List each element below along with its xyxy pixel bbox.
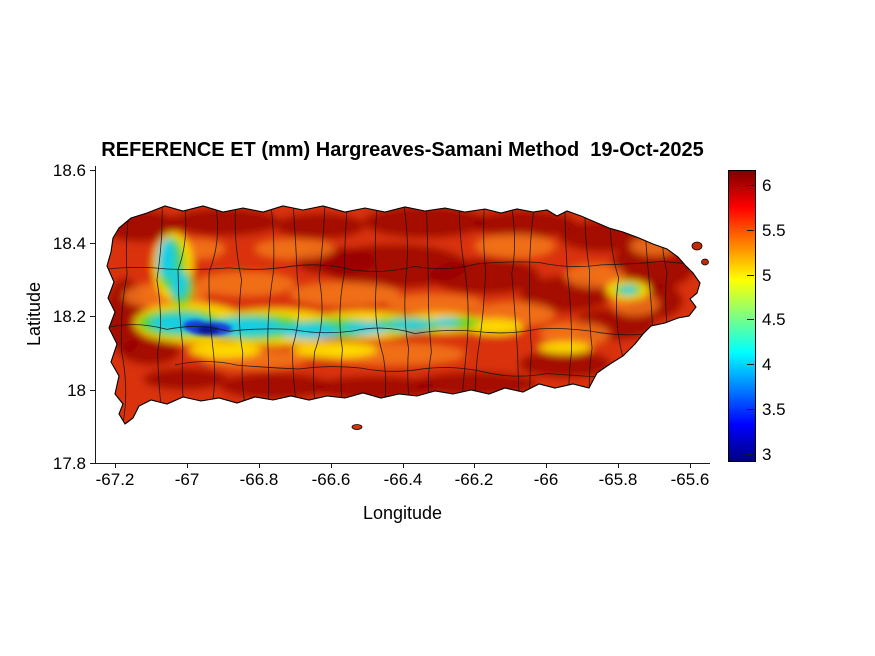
heat-cool-layer [183,320,232,336]
x-tick-label: -66.4 [383,470,423,489]
heat-blob [363,206,487,238]
heat-blob [431,318,459,326]
y-tick-label: 18.4 [52,234,86,253]
heat-blob [189,342,261,358]
x-tick-label: -65.8 [598,470,638,489]
offshore-islet [351,424,363,430]
boundary-line [475,206,487,418]
offshore-islet [691,241,703,251]
x-tick-label: -66.2 [454,470,494,489]
colorbar-tick-mark [747,364,754,365]
heat-blob [313,376,437,400]
heat-blob [143,368,227,390]
x-tick-mark [690,463,691,468]
boundary-line [174,361,672,378]
y-tick-label: 18.6 [52,161,86,180]
heat-blob [195,272,295,296]
map-canvas [106,205,709,430]
boundary-line [120,206,132,424]
heat-blob [255,239,335,259]
colorbar-tick-mark [747,230,754,231]
y-tick-mark [90,170,95,171]
colorbar-tick-label: 5 [762,266,772,285]
heat-blob [565,264,625,288]
colorbar-tick-label: 3 [762,445,772,464]
colorbar-tick-mark [747,185,754,186]
y-tick-label: 18.2 [52,307,86,326]
boundary-line [374,206,387,424]
heat-blob [539,342,591,354]
x-tick-mark [331,463,332,468]
heat-blob [220,373,330,399]
x-tick-mark [403,463,404,468]
colorbar-tick-label: 3.5 [762,400,786,419]
x-tick-mark [618,463,619,468]
plot-title: REFERENCE ET (mm) Hargreaves-Samani Meth… [101,139,704,161]
heat-blob [473,210,577,238]
heat-layer [107,206,700,424]
colorbar [728,170,756,462]
x-axis-line [95,463,710,464]
colorbar-tick-label: 5.5 [762,221,786,240]
boundary-line [107,260,700,272]
colorbar-tick-label: 4.5 [762,310,786,329]
x-tick-label: -67.2 [95,470,135,489]
offshore-islet [701,258,709,266]
colorbar-tick-mark [747,319,754,320]
boundary-line [156,206,165,424]
y-axis-line [95,166,96,463]
heat-blob [519,350,611,378]
x-tick-label: -66 [533,470,559,489]
x-tick-mark [546,463,547,468]
colorbar-tick-mark [747,409,754,410]
heat-blob [290,282,400,306]
y-tick-label: 17.8 [52,454,86,473]
boundary-line [177,206,187,424]
boundary-line [208,206,218,422]
boundary-line [402,206,413,424]
colorbar-tick-label: 6 [762,176,772,195]
boundary-line [291,206,300,423]
heat-blob [540,322,610,346]
x-tick-label: -66.8 [239,470,279,489]
boundary-line [313,206,326,424]
boundary-line [234,206,250,424]
heat-blob [120,337,180,365]
heat-blob [275,213,365,239]
boundary-line [339,206,348,424]
y-tick-label: 18 [67,381,86,400]
colorbar-tick-mark [747,275,754,276]
x-tick-mark [474,463,475,468]
y-tick-mark [90,390,95,391]
heat-blob [475,234,555,258]
y-tick-mark [90,316,95,317]
colorbar-tick-mark [747,454,754,455]
heat-blob [388,320,432,330]
y-tick-mark [90,463,95,464]
y-tick-mark [90,243,95,244]
x-tick-label: -66.6 [311,470,351,489]
heat-blob [171,270,187,298]
x-tick-mark [187,463,188,468]
x-tick-mark [259,463,260,468]
heat-blob [387,294,483,314]
x-tick-label: -67 [174,470,200,489]
heat-blob [620,286,636,294]
x-axis-label: Longitude [362,503,443,523]
x-tick-mark [115,463,116,468]
coastline [106,205,701,425]
heat-blob [170,208,280,236]
boundary-line [107,324,700,336]
heat-blob [293,342,377,358]
x-tick-label: -65.6 [670,470,710,489]
boundary-line [267,206,275,418]
colorbar-tick-label: 4 [762,355,772,374]
heat-blob [280,323,340,339]
